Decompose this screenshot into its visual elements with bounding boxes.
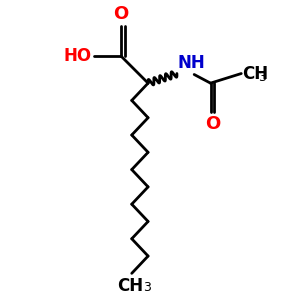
Text: CH: CH [242,64,268,82]
Text: HO: HO [63,47,92,65]
Text: NH: NH [178,54,206,72]
Text: O: O [114,4,129,22]
Text: O: O [205,115,220,133]
Text: CH: CH [117,277,143,295]
Text: 3: 3 [259,71,266,84]
Text: 3: 3 [143,281,151,294]
